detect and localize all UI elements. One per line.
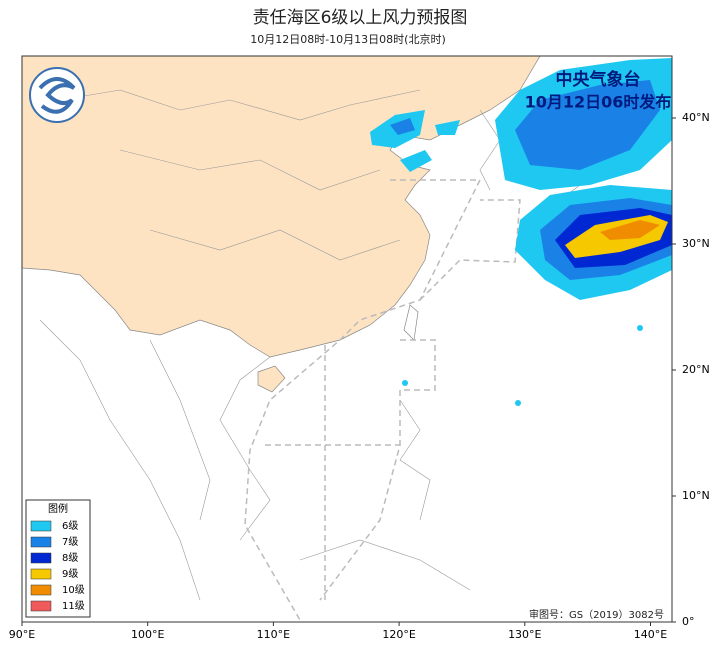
legend-label: 11级 — [62, 600, 85, 612]
legend: 图例 6级 7级 8级 9级 10级 11级 — [25, 499, 91, 618]
logo — [29, 67, 85, 123]
lat-label: 20°N — [682, 363, 710, 376]
legend-label: 10级 — [62, 584, 85, 596]
legend-swatch — [30, 552, 52, 564]
legend-swatch — [30, 584, 52, 596]
agency: 中央气象台 — [556, 69, 641, 90]
approval: 审图号：GS（2019）3082号 — [529, 608, 664, 621]
subtitle: 10月12日08时-10月13日08时(北京时) — [250, 32, 446, 46]
legend-label: 8级 — [62, 552, 78, 564]
legend-label: 6级 — [62, 520, 78, 532]
lon-label: 130°E — [508, 628, 541, 641]
map — [22, 56, 672, 622]
lon-label: 90°E — [9, 628, 35, 641]
lon-label: 100°E — [131, 628, 164, 641]
lat-label: 0° — [682, 615, 695, 628]
title: 责任海区6级以上风力预报图 — [253, 8, 468, 28]
lon-label: 120°E — [382, 628, 415, 641]
legend-swatch — [30, 520, 52, 532]
legend-label: 7级 — [62, 536, 78, 548]
legend-label: 9级 — [62, 568, 78, 580]
lat-label: 30°N — [682, 237, 710, 250]
lat-label: 10°N — [682, 489, 710, 502]
map-frame — [21, 55, 673, 623]
wind-area — [370, 58, 672, 406]
legend-swatch — [30, 536, 52, 548]
lat-label: 40°N — [682, 111, 710, 124]
lon-label: 110°E — [257, 628, 290, 641]
legend-swatch — [30, 568, 52, 580]
legend-title: 图例 — [48, 502, 68, 515]
legend-swatch — [30, 600, 52, 612]
lon-label: 140°E — [634, 628, 667, 641]
issue-time: 10月12日06时发布 — [525, 93, 672, 112]
